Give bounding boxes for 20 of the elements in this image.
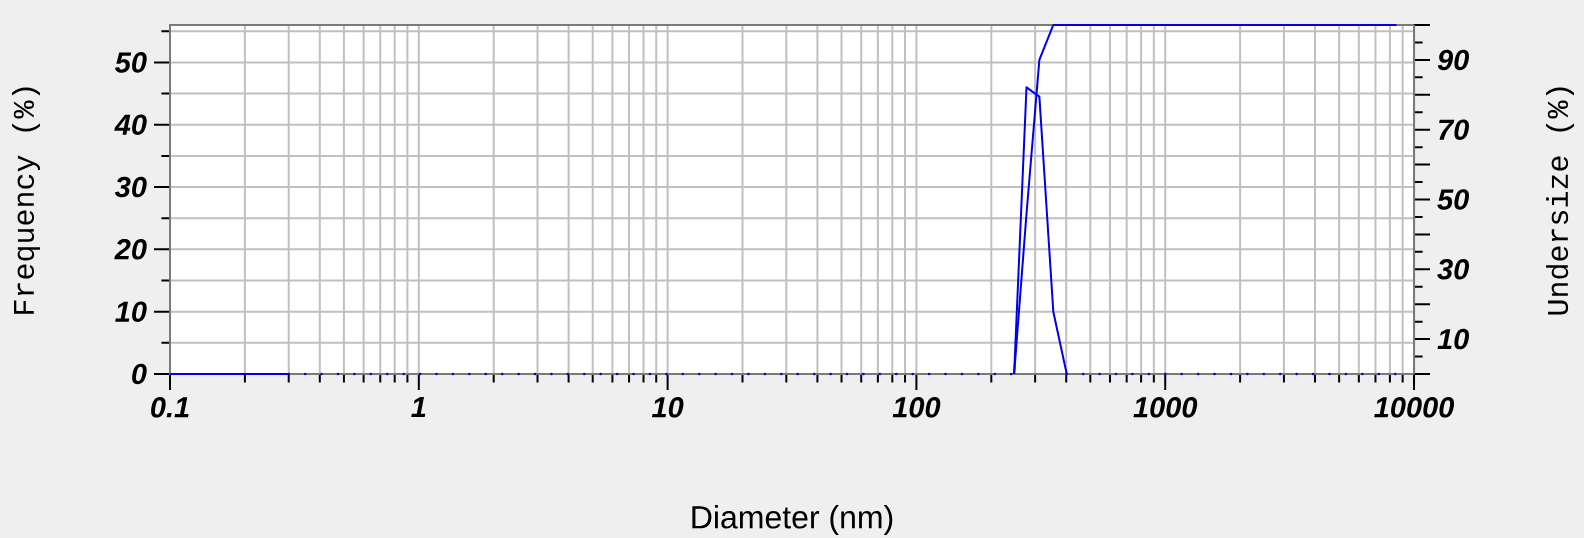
x-tick-label: 10000 bbox=[1374, 397, 1455, 418]
y2-tick-label: 50 bbox=[1437, 189, 1470, 210]
x-tick-label: 1 bbox=[411, 397, 426, 417]
y-tick-label: 50 bbox=[115, 52, 147, 73]
y2-tick-label: 30 bbox=[1437, 259, 1470, 280]
x-tick-label: 0.1 bbox=[151, 397, 189, 418]
y-tick-label: 40 bbox=[114, 114, 147, 135]
y2-tick-label: 90 bbox=[1437, 49, 1470, 71]
y-tick-label: 0 bbox=[132, 363, 147, 385]
y-tick-label: 30 bbox=[114, 176, 147, 198]
y-tick-label: 10 bbox=[115, 301, 147, 322]
y2-tick-label: 70 bbox=[1439, 119, 1470, 140]
y2-tick-label: 10 bbox=[1437, 328, 1470, 350]
y-tick-label: 20 bbox=[114, 239, 147, 260]
y-axis-title: Frequency (%) bbox=[12, 87, 40, 314]
x-tick-label: 1000 bbox=[1133, 397, 1198, 418]
y2-axis-title: Undersize (%) bbox=[1546, 87, 1575, 315]
x-tick-label: 10 bbox=[651, 397, 684, 418]
x-tick-label: 100 bbox=[892, 397, 941, 418]
x-axis-title: Diameter (nm) bbox=[692, 505, 893, 535]
